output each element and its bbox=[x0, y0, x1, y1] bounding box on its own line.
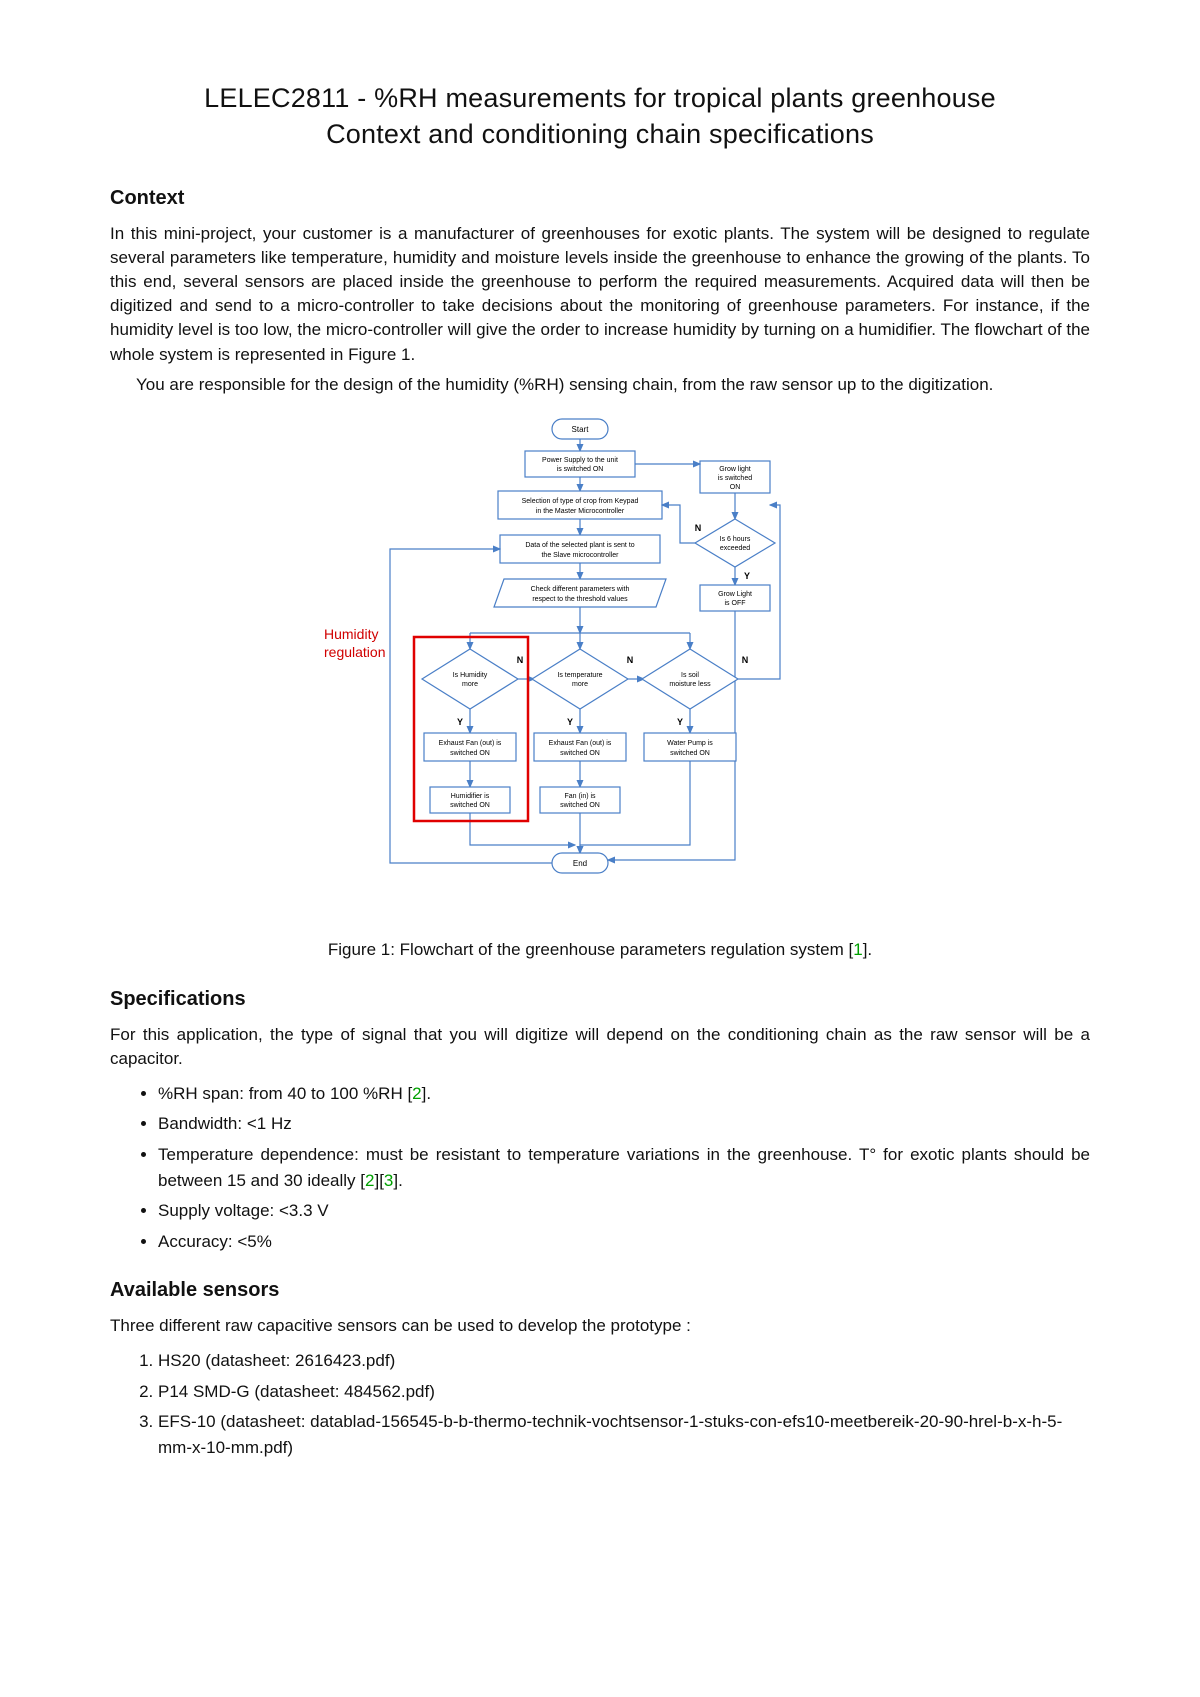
spec-accuracy: Accuracy: <5% bbox=[158, 1229, 1090, 1255]
fc-ex2-2: switched ON bbox=[560, 750, 600, 757]
fc-fanin-2: switched ON bbox=[560, 802, 600, 809]
sensors-intro: Three different raw capacitive sensors c… bbox=[110, 1314, 1090, 1338]
spec-supply: Supply voltage: <3.3 V bbox=[158, 1198, 1090, 1224]
fc-hum-2: more bbox=[462, 681, 478, 688]
fc-end: End bbox=[573, 859, 587, 868]
spec-temp: Temperature dependence: must be resistan… bbox=[158, 1142, 1090, 1195]
fc-red-label-2: regulation bbox=[324, 644, 386, 660]
fc-growon-1: Grow light bbox=[719, 466, 751, 473]
context-paragraph-2: You are responsible for the design of th… bbox=[110, 373, 1090, 397]
fc-6h-Y: Y bbox=[744, 571, 750, 581]
fc-pump-2: switched ON bbox=[670, 750, 710, 757]
fc-6h-N: N bbox=[695, 523, 702, 533]
fc-data-2: the Slave microcontroller bbox=[541, 552, 619, 559]
fc-start: Start bbox=[572, 425, 590, 434]
fc-soil-Y: Y bbox=[677, 717, 683, 727]
fc-tempq-Y: Y bbox=[567, 717, 573, 727]
fc-soil-N: N bbox=[742, 655, 749, 665]
fc-power-1: Power Supply to the unit bbox=[542, 457, 618, 464]
fc-hum-1: Is Humidity bbox=[453, 672, 488, 679]
fc-soil-1: Is soil bbox=[681, 672, 699, 679]
context-paragraph-1: In this mini-project, your customer is a… bbox=[110, 222, 1090, 367]
ref-3[interactable]: 3 bbox=[384, 1171, 393, 1190]
fc-check-2: respect to the threshold values bbox=[532, 596, 628, 603]
fc-ex2-1: Exhaust Fan (out) is bbox=[549, 740, 612, 747]
fc-soil-2: moisture less bbox=[669, 681, 711, 688]
caption-suffix: ]. bbox=[863, 940, 872, 959]
fc-select-2: in the Master Microcontroller bbox=[536, 508, 625, 515]
fc-humid-2: switched ON bbox=[450, 802, 490, 809]
document-title: LELEC2811 - %RH measurements for tropica… bbox=[110, 80, 1090, 153]
fc-growon-2: is switched bbox=[718, 475, 752, 482]
sensors-heading: Available sensors bbox=[110, 1279, 1090, 1302]
fc-6h-2: exceeded bbox=[720, 545, 750, 552]
specs-intro: For this application, the type of signal… bbox=[110, 1023, 1090, 1071]
fc-temp-2: more bbox=[572, 681, 588, 688]
ref-2a[interactable]: 2 bbox=[412, 1084, 421, 1103]
caption-prefix: Figure 1: Flowchart of the greenhouse pa… bbox=[328, 940, 853, 959]
figure-flowchart: Start Power Supply to the unit is switch… bbox=[110, 415, 1090, 930]
fc-hum-N: N bbox=[517, 655, 524, 665]
fc-hum-Y: Y bbox=[457, 717, 463, 727]
spec-rh-span: %RH span: from 40 to 100 %RH [2]. bbox=[158, 1081, 1090, 1107]
fc-humid-1: Humidifier is bbox=[451, 793, 490, 800]
fc-temp-1: Is temperature bbox=[557, 672, 602, 679]
specs-heading: Specifications bbox=[110, 988, 1090, 1011]
caption-ref-1[interactable]: 1 bbox=[853, 940, 862, 959]
flowchart-svg: Start Power Supply to the unit is switch… bbox=[320, 415, 880, 925]
title-line-1: LELEC2811 - %RH measurements for tropica… bbox=[204, 83, 996, 113]
context-heading: Context bbox=[110, 187, 1090, 210]
sensor-3: EFS-10 (datasheet: datablad-156545-b-b-t… bbox=[158, 1409, 1090, 1462]
fc-growon-3: ON bbox=[730, 484, 741, 491]
title-line-2: Context and conditioning chain specifica… bbox=[326, 119, 874, 149]
fc-tempq-N: N bbox=[627, 655, 634, 665]
fc-check-1: Check different parameters with bbox=[531, 586, 630, 593]
spec-bandwidth: Bandwidth: <1 Hz bbox=[158, 1111, 1090, 1137]
fc-fanin-1: Fan (in) is bbox=[564, 793, 596, 800]
fc-red-label-1: Humidity bbox=[324, 626, 378, 642]
fc-ex1-2: switched ON bbox=[450, 750, 490, 757]
fc-select-1: Selection of type of crop from Keypad bbox=[522, 498, 639, 505]
fc-power-2: is switched ON bbox=[557, 466, 604, 473]
fc-growoff-1: Grow Light bbox=[718, 591, 752, 598]
fc-pump-1: Water Pump is bbox=[667, 740, 713, 747]
specs-list: %RH span: from 40 to 100 %RH [2]. Bandwi… bbox=[110, 1081, 1090, 1255]
fc-6h-1: Is 6 hours bbox=[720, 536, 751, 543]
sensors-list: HS20 (datasheet: 2616423.pdf) P14 SMD-G … bbox=[110, 1348, 1090, 1461]
sensor-1: HS20 (datasheet: 2616423.pdf) bbox=[158, 1348, 1090, 1374]
figure-caption: Figure 1: Flowchart of the greenhouse pa… bbox=[110, 940, 1090, 960]
fc-ex1-1: Exhaust Fan (out) is bbox=[439, 740, 502, 747]
fc-growoff-2: is OFF bbox=[725, 600, 746, 607]
sensor-2: P14 SMD-G (datasheet: 484562.pdf) bbox=[158, 1379, 1090, 1405]
document-page: LELEC2811 - %RH measurements for tropica… bbox=[0, 0, 1200, 1697]
fc-data-1: Data of the selected plant is sent to bbox=[525, 542, 634, 549]
